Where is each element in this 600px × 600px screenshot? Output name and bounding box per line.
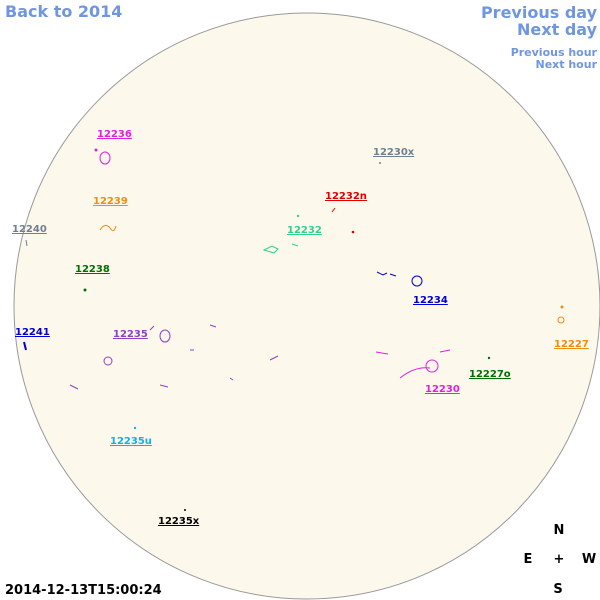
region-label[interactable]: 12235 [113, 329, 148, 340]
region-label[interactable]: 12236 [97, 129, 132, 140]
compass-center: + [554, 552, 565, 567]
region-label[interactable]: 12240 [12, 224, 47, 235]
compass-north: N [554, 523, 565, 538]
compass-south: S [553, 582, 562, 597]
compass-west: W [582, 552, 596, 567]
region-label[interactable]: 12235x [158, 516, 200, 527]
region-label[interactable]: 12239 [93, 196, 128, 207]
next-hour-link[interactable]: Next hour [536, 58, 598, 71]
region-label[interactable]: 12232 [287, 225, 322, 236]
next-day-link[interactable]: Next day [517, 20, 598, 39]
region-label[interactable]: 12234 [413, 295, 448, 306]
region-label[interactable]: 12227o [469, 369, 511, 380]
compass-east: E [524, 552, 533, 567]
region-label[interactable]: 12230x [373, 147, 415, 158]
timestamp: 2014-12-13T15:00:24 [5, 583, 162, 598]
region-labels: 12236 12230x 12232n 12239 12240 12232 12238 122… [12, 129, 589, 527]
compass: N E + W S [524, 523, 597, 597]
region-label[interactable]: 12235u [110, 436, 152, 447]
region-label[interactable]: 12238 [75, 264, 110, 275]
sunspots [23, 148, 565, 511]
region-label[interactable]: 12230 [425, 384, 460, 395]
region-label[interactable]: 12227 [554, 339, 589, 350]
previous-day-link[interactable]: Previous day [481, 3, 598, 22]
previous-hour-link[interactable]: Previous hour [511, 46, 598, 59]
region-label[interactable]: 12241 [15, 327, 50, 338]
region-label[interactable]: 12232n [325, 191, 367, 202]
solar-disk [13, 12, 600, 600]
back-link[interactable]: Back to 2014 [5, 2, 122, 21]
